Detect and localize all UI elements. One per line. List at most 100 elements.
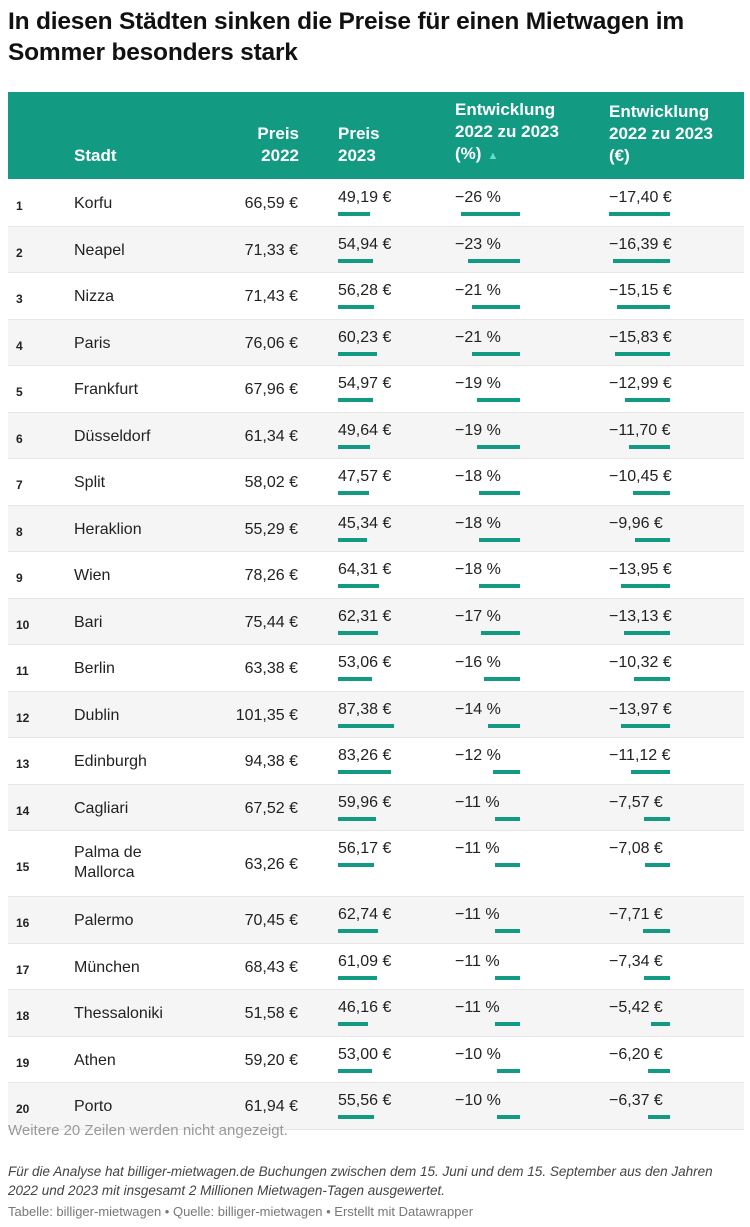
change-euro-bar bbox=[616, 305, 670, 309]
city-name: Nizza bbox=[74, 288, 115, 305]
price-2023-bar bbox=[338, 1022, 368, 1026]
change-euro: −11,12 € bbox=[609, 747, 671, 764]
table-row: 20 Porto 61,94 € 55,56 € −10 % −6,37 € bbox=[8, 1083, 744, 1130]
change-percent-bar bbox=[495, 863, 520, 867]
change-euro: −6,37 € bbox=[609, 1092, 663, 1109]
table-row: 18 Thessaloniki 51,58 € 46,16 € −11 % −5,42 € bbox=[8, 990, 744, 1037]
change-percent-bar bbox=[495, 816, 520, 821]
change-percent: −18 % bbox=[455, 561, 501, 578]
chart-title: In diesen Städten sinken die Preise für … bbox=[8, 8, 684, 66]
price-2023: 49,64 € bbox=[338, 421, 392, 439]
change-euro: −16,39 € bbox=[609, 235, 672, 253]
change-percent-bar bbox=[492, 770, 520, 774]
price-2023-bar bbox=[338, 677, 372, 681]
sort-ascending-icon: ▲ bbox=[487, 150, 499, 162]
price-2022: 71,43 € bbox=[244, 288, 298, 305]
change-euro: −11,70 € bbox=[609, 421, 671, 439]
city-name: Heraklion bbox=[74, 520, 142, 538]
price-2023-bar bbox=[338, 258, 374, 263]
change-percent-bar bbox=[483, 677, 520, 681]
change-euro-bar bbox=[643, 929, 670, 933]
rank-number: 16 bbox=[16, 916, 30, 930]
table-row: 12 Dublin 101,35 € 87,38 € −14 % −13,97 € bbox=[8, 691, 744, 738]
change-euro-bar bbox=[614, 351, 670, 356]
change-euro-bar bbox=[633, 491, 670, 495]
change-euro: −10,45 € bbox=[609, 468, 672, 485]
change-percent-bar bbox=[495, 929, 520, 933]
column-header-preis-2022[interactable]: Preis 2022 bbox=[257, 124, 299, 165]
change-euro-bar bbox=[645, 863, 670, 867]
change-euro-bar bbox=[633, 677, 670, 681]
change-euro: −13,97 € bbox=[609, 700, 672, 718]
rank-number: 8 bbox=[16, 524, 23, 539]
price-2023: 62,31 € bbox=[338, 607, 392, 625]
table-row: 7 Split 58,02 € 47,57 € −18 % −10,45 € bbox=[8, 459, 744, 506]
column-header-entwicklung-prozent[interactable]: Entwicklung 2022 zu 2023 (%) ▲ bbox=[455, 99, 575, 167]
city-name: Porto bbox=[74, 1098, 113, 1115]
change-euro-bar bbox=[648, 1068, 670, 1073]
credit-line: Tabelle: billiger-mietwagen • Quelle: bi… bbox=[8, 1204, 474, 1219]
rank-number: 20 bbox=[16, 1102, 30, 1116]
rank-number: 18 bbox=[16, 1009, 30, 1023]
change-euro-bar bbox=[635, 537, 670, 542]
city-name: Thessaloniki bbox=[74, 1005, 163, 1022]
column-header-preis-2023[interactable]: Preis 2023 bbox=[338, 124, 380, 165]
change-percent: −10 % bbox=[455, 1045, 501, 1063]
city-name: Palma de Mallorca bbox=[74, 844, 142, 881]
change-euro-bar bbox=[621, 723, 670, 728]
footnote: Für die Analyse hat billiger-mietwagen.d… bbox=[8, 1164, 713, 1198]
city-name: Berlin bbox=[74, 660, 115, 677]
price-2023-bar bbox=[338, 723, 394, 728]
change-euro-bar bbox=[644, 975, 670, 980]
change-euro: −15,83 € bbox=[609, 328, 672, 346]
change-percent: −18 % bbox=[455, 514, 501, 532]
column-header-stadt[interactable]: Stadt bbox=[74, 146, 117, 165]
change-percent-bar bbox=[461, 212, 520, 216]
price-2023-bar bbox=[338, 398, 374, 402]
change-euro-bar bbox=[651, 1022, 670, 1026]
price-2023-bar bbox=[338, 351, 377, 356]
city-name: Wien bbox=[74, 567, 111, 584]
change-percent-bar bbox=[497, 1115, 520, 1119]
rank-number: 14 bbox=[16, 803, 30, 818]
table-row: 15 Palma de Mallorca 63,26 € 56,17 € −11 % −7… bbox=[8, 831, 744, 897]
change-percent-bar bbox=[497, 1068, 520, 1073]
table-row: 8 Heraklion 55,29 € 45,34 € −18 % −9,96 € bbox=[8, 505, 744, 552]
price-2023-bar bbox=[338, 491, 369, 495]
price-2023: 59,96 € bbox=[338, 793, 392, 811]
price-2023-bar bbox=[338, 770, 392, 774]
table-row: 13 Edinburgh 94,38 € 83,26 € −12 % −11,12 € bbox=[8, 738, 744, 785]
change-euro: −7,08 € bbox=[609, 840, 663, 857]
city-name: Paris bbox=[74, 334, 111, 352]
rank-number: 13 bbox=[16, 757, 30, 771]
change-euro: −13,13 € bbox=[609, 607, 672, 625]
rank-number: 11 bbox=[16, 664, 29, 678]
city-name: Edinburgh bbox=[74, 753, 147, 770]
table-row: 10 Bari 75,44 € 62,31 € −17 % −13,13 € bbox=[8, 598, 744, 645]
price-2022: 63,26 € bbox=[244, 856, 298, 873]
price-2022: 59,20 € bbox=[244, 1051, 298, 1069]
price-2023: 61,09 € bbox=[338, 952, 392, 970]
price-2022: 55,29 € bbox=[244, 520, 298, 538]
price-2022: 67,52 € bbox=[244, 799, 298, 817]
price-2023: 54,97 € bbox=[338, 375, 392, 392]
change-euro-bar bbox=[631, 770, 670, 774]
table-row: 16 Palermo 70,45 € 62,74 € −11 % −7,71 € bbox=[8, 897, 744, 944]
column-header-entwicklung-euro[interactable]: Entwicklung 2022 zu 2023 (€) bbox=[609, 102, 713, 165]
change-percent: −19 % bbox=[455, 375, 501, 392]
table-row: 2 Neapel 71,33 € 54,94 € −23 % −16,39 € bbox=[8, 226, 744, 273]
change-percent-bar bbox=[479, 491, 520, 495]
table-row: 19 Athen 59,20 € 53,00 € −10 % −6,20 € bbox=[8, 1037, 744, 1083]
rank-number: 5 bbox=[16, 385, 23, 399]
price-2023-bar bbox=[338, 630, 378, 635]
price-2023: 87,38 € bbox=[338, 700, 392, 718]
table-row: 5 Frankfurt 67,96 € 54,97 € −19 % −12,99 € bbox=[8, 366, 744, 413]
change-euro: −7,71 € bbox=[609, 906, 663, 923]
price-2023: 53,00 € bbox=[338, 1045, 392, 1063]
change-percent-bar bbox=[476, 398, 520, 402]
rank-number: 1 bbox=[16, 199, 23, 213]
price-2023: 56,17 € bbox=[338, 840, 392, 857]
table-row: 11 Berlin 63,38 € 53,06 € −16 % −10,32 € bbox=[8, 645, 744, 692]
price-2022: 101,35 € bbox=[235, 706, 298, 724]
price-2023-bar bbox=[338, 212, 370, 216]
